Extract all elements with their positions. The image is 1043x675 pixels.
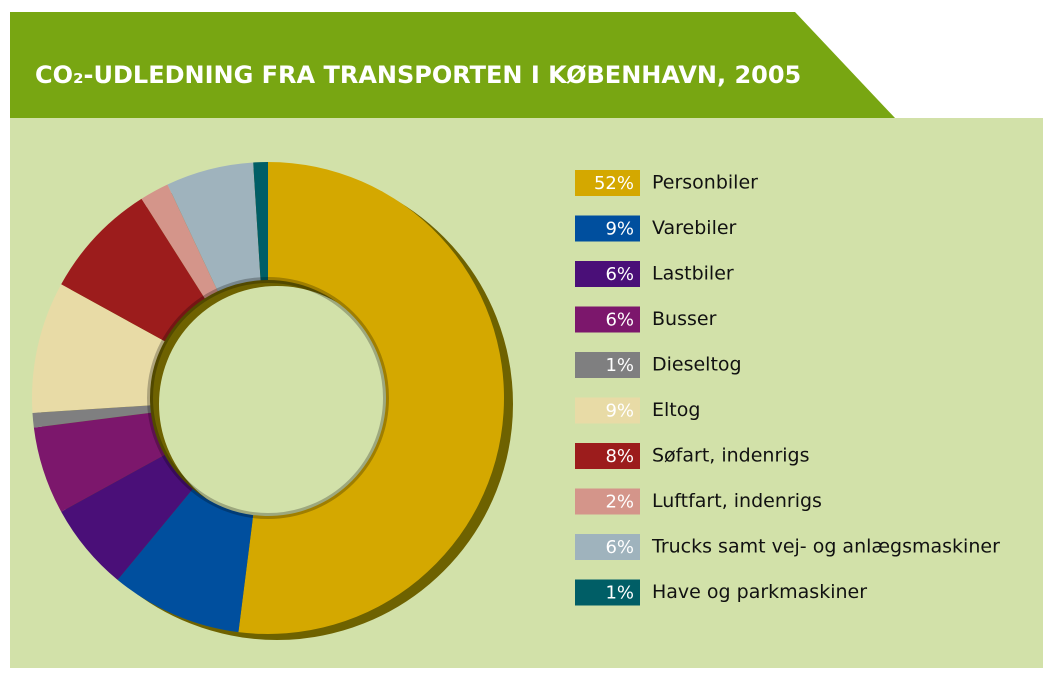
legend-label: Busser bbox=[652, 308, 717, 330]
donut bbox=[31, 162, 513, 640]
legend-label: Luftfart, indenrigs bbox=[652, 490, 822, 512]
donut-segment bbox=[32, 405, 151, 428]
legend-label: Dieseltog bbox=[652, 354, 742, 376]
legend-swatch bbox=[575, 397, 640, 424]
legend-label: Lastbiler bbox=[652, 263, 734, 285]
header-band bbox=[10, 12, 895, 118]
value-label: 9% bbox=[605, 401, 634, 422]
value-label: 1% bbox=[605, 583, 634, 604]
value-label: 6% bbox=[605, 537, 634, 558]
donut-segment bbox=[238, 162, 504, 634]
legend-swatch bbox=[575, 579, 640, 606]
donut-segment bbox=[141, 184, 218, 299]
legend-swatch bbox=[575, 352, 640, 378]
hole-edge bbox=[147, 277, 389, 519]
legend-swatch bbox=[575, 215, 640, 242]
value-label: 9% bbox=[605, 219, 634, 240]
donut-segment bbox=[31, 284, 165, 413]
donut-segment bbox=[61, 198, 205, 342]
legend: 52% Personbiler 9% Varebiler 6% Lastbiler 6% Bu… bbox=[575, 170, 1000, 606]
legend-swatch bbox=[575, 488, 640, 515]
value-label: 6% bbox=[605, 310, 634, 331]
legend-label: Personbiler bbox=[652, 172, 758, 194]
value-label: 6% bbox=[605, 264, 634, 285]
legend-label: Eltog bbox=[652, 399, 700, 421]
donut-segment bbox=[61, 454, 193, 580]
legend-swatch bbox=[575, 306, 640, 333]
legend-swatch bbox=[575, 170, 640, 196]
legend-label: Varebiler bbox=[652, 217, 737, 239]
legend-swatch bbox=[575, 443, 640, 469]
donut-segment bbox=[253, 162, 268, 281]
donut-segment bbox=[33, 412, 165, 512]
value-label: 2% bbox=[605, 492, 634, 513]
donut-segment bbox=[117, 488, 254, 633]
value-label: 8% bbox=[605, 446, 634, 467]
legend-swatch bbox=[575, 534, 640, 560]
chart-title: CO₂-UDLEDNING FRA TRANSPORTEN I KØBENHAV… bbox=[35, 61, 801, 89]
value-label: 52% bbox=[594, 173, 634, 194]
legend-swatch bbox=[575, 261, 640, 287]
legend-label: Have og parkmaskiner bbox=[652, 581, 867, 603]
donut-segment bbox=[167, 162, 261, 292]
value-label: 1% bbox=[605, 355, 634, 376]
legend-label: Trucks samt vej- og anlægsmaskiner bbox=[651, 536, 1000, 558]
legend-label: Søfart, indenrigs bbox=[652, 445, 810, 467]
